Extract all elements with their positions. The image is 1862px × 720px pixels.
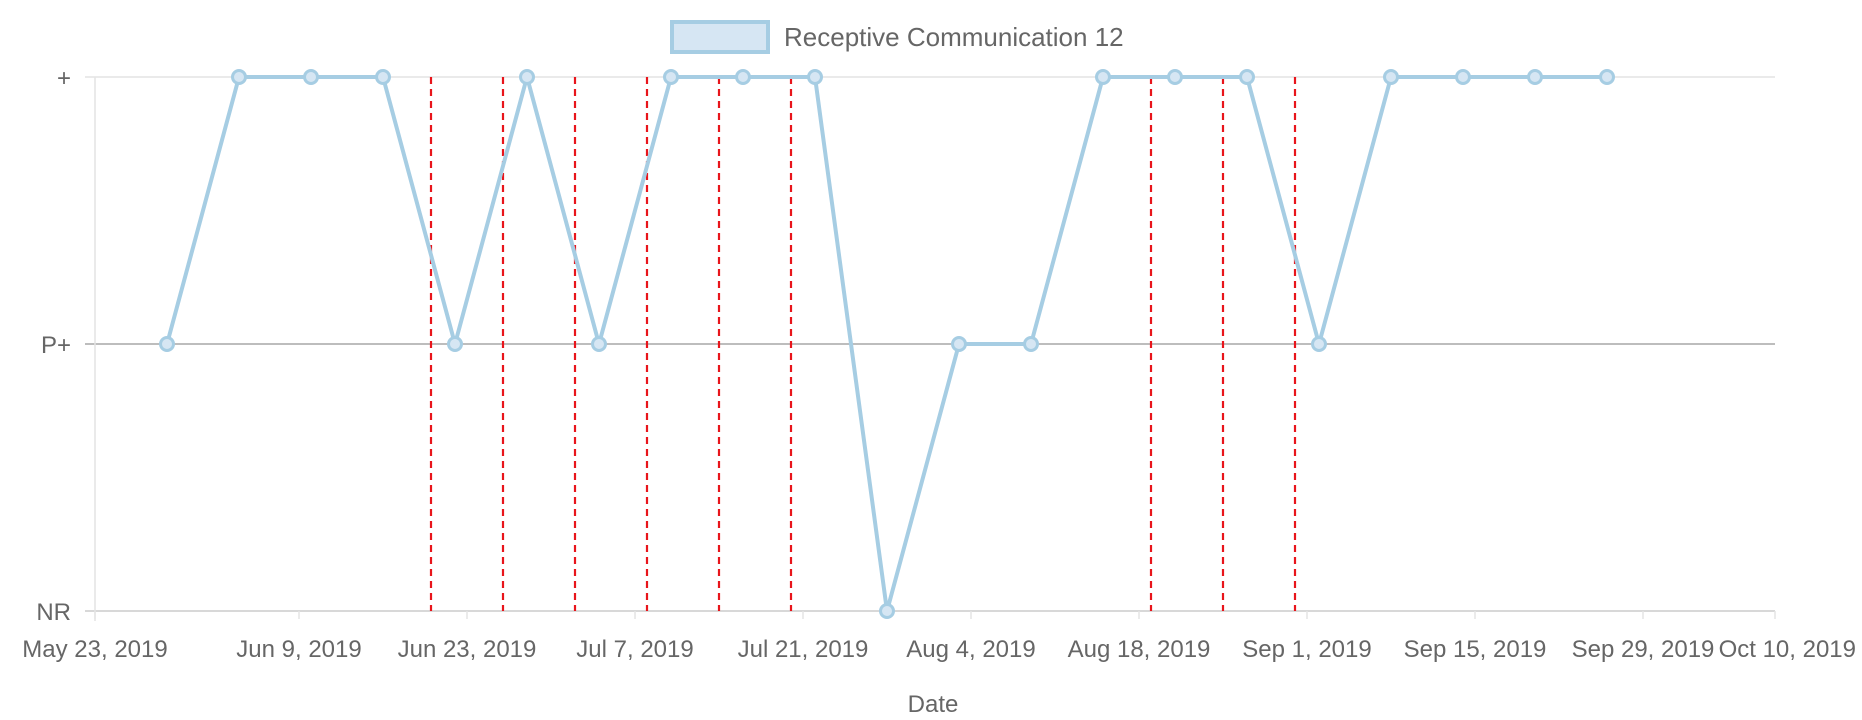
- legend-label: Receptive Communication 12: [784, 22, 1124, 52]
- data-point[interactable]: [1239, 69, 1255, 85]
- x-axis: May 23, 2019 Jun 9, 2019 Jun 23, 2019 Jul 7…: [22, 611, 1856, 663]
- series-line: [159, 69, 1615, 619]
- data-point[interactable]: [1095, 69, 1111, 85]
- x-tick-label: Jul 21, 2019: [738, 636, 869, 663]
- data-point[interactable]: [1455, 69, 1471, 85]
- legend-swatch: [670, 20, 770, 54]
- x-tick-label: Oct 10, 2019: [1719, 636, 1856, 663]
- grid: [85, 76, 1775, 621]
- x-tick-label: Sep 29, 2019: [1572, 636, 1715, 663]
- data-point[interactable]: [1527, 69, 1543, 85]
- data-point[interactable]: [951, 336, 967, 352]
- data-point[interactable]: [591, 336, 607, 352]
- y-tick-label: P+: [41, 332, 71, 359]
- data-point[interactable]: [879, 603, 895, 619]
- legend[interactable]: Receptive Communication 12: [670, 20, 1124, 54]
- x-tick-label: Aug 18, 2019: [1068, 636, 1211, 663]
- data-point[interactable]: [1599, 69, 1615, 85]
- x-tick-label: Sep 1, 2019: [1242, 636, 1371, 663]
- data-point[interactable]: [303, 69, 319, 85]
- data-point[interactable]: [231, 69, 247, 85]
- data-point[interactable]: [1167, 69, 1183, 85]
- data-point[interactable]: [735, 69, 751, 85]
- x-tick-label: Aug 4, 2019: [906, 636, 1035, 663]
- data-point[interactable]: [1311, 336, 1327, 352]
- y-tick-label: +: [57, 65, 71, 92]
- data-point[interactable]: [519, 69, 535, 85]
- y-tick-label: NR: [36, 599, 71, 626]
- data-point[interactable]: [1383, 69, 1399, 85]
- x-tick-label: Jun 9, 2019: [236, 636, 361, 663]
- x-tick-label: Jun 23, 2019: [398, 636, 537, 663]
- y-axis: NR P+ +: [36, 65, 71, 626]
- x-axis-title: Date: [908, 691, 959, 718]
- data-point[interactable]: [159, 336, 175, 352]
- data-point[interactable]: [375, 69, 391, 85]
- x-tick-label: Jul 7, 2019: [576, 636, 693, 663]
- data-point[interactable]: [807, 69, 823, 85]
- x-tick-label: May 23, 2019: [22, 636, 167, 663]
- x-tick-label: Sep 15, 2019: [1404, 636, 1547, 663]
- data-point[interactable]: [663, 69, 679, 85]
- data-point[interactable]: [1023, 336, 1039, 352]
- data-point[interactable]: [447, 336, 463, 352]
